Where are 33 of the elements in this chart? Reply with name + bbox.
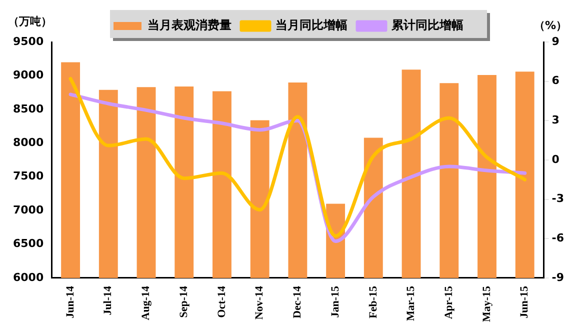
x-tick-label: Feb-15: [367, 285, 380, 318]
x-tick-label: May-15: [480, 285, 493, 322]
y-tick-label: 6500: [12, 237, 44, 250]
x-tick-label: Jan-15: [329, 285, 342, 318]
x-tick-label: Aug-14: [140, 285, 152, 320]
x-tick-label: Sep-14: [178, 285, 190, 318]
x-tick-label: Dec-14: [292, 285, 304, 318]
y-tick-label: 8500: [12, 102, 44, 116]
y-tick-label: 9000: [12, 68, 44, 82]
y-tick-label: 9500: [12, 34, 44, 48]
y2-tick-label: -9: [552, 270, 564, 284]
x-tick-label: Jun-14: [64, 285, 76, 318]
x-tick-label: Mar-15: [405, 285, 418, 321]
x-tick-label: Oct-14: [216, 285, 228, 318]
y2-tick-label: 9: [552, 34, 560, 48]
legend-label: 累计同比增幅: [390, 18, 464, 32]
y2-tick-label: 3: [552, 114, 560, 127]
y-tick-label: 7000: [12, 203, 44, 216]
y2-axis-title: （%）: [534, 18, 567, 32]
x-tick-label: Apr-15: [442, 285, 455, 320]
legend-label: 当月表观消费量: [148, 18, 232, 32]
y2-tick-label: -3: [552, 192, 564, 206]
y-tick-label: 7500: [12, 170, 44, 183]
y-axis-title: （万吨）: [8, 14, 52, 28]
legend-label: 当月同比增幅: [276, 18, 348, 32]
x-tick-label: Jul-14: [102, 285, 114, 316]
x-tick-label: Jun-15: [518, 285, 531, 318]
y-tick-label: 8000: [12, 136, 44, 149]
y2-tick-label: 6: [552, 74, 560, 88]
y2-tick-label: -6: [552, 231, 564, 244]
y2-tick-label: 0: [552, 152, 560, 166]
y-tick-label: 6000: [12, 270, 44, 284]
x-tick-label: Nov-14: [254, 285, 266, 320]
